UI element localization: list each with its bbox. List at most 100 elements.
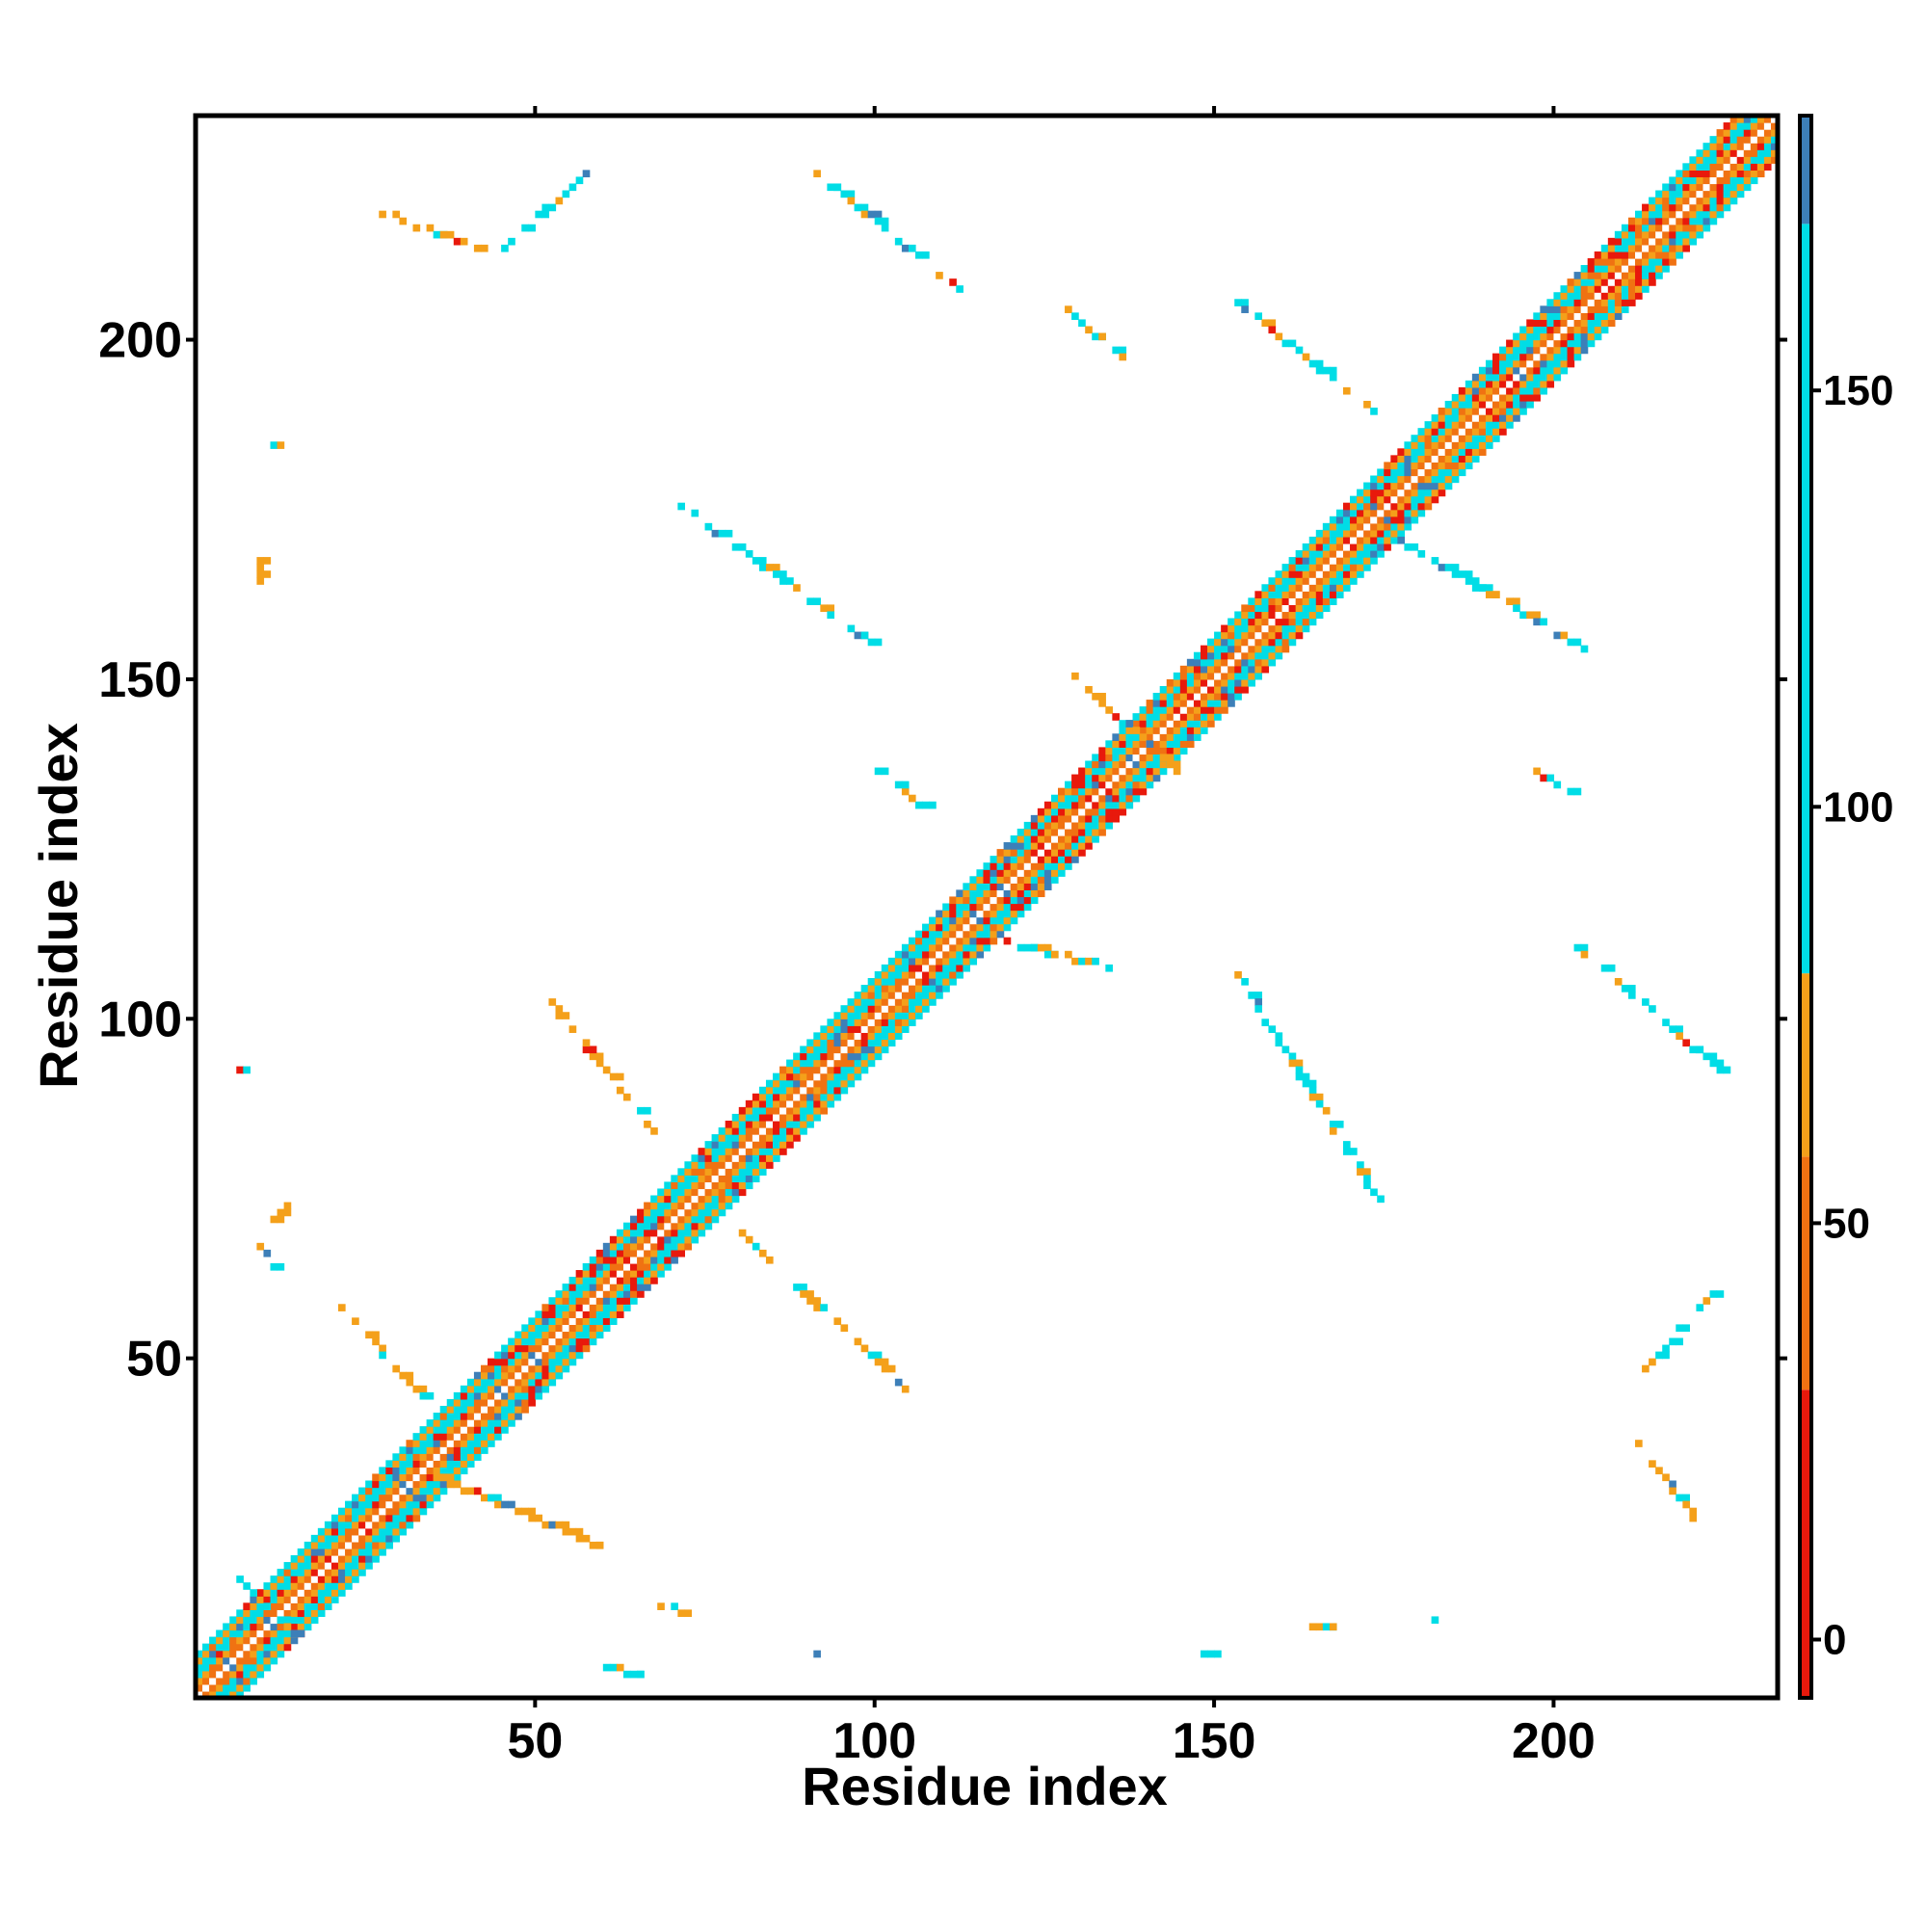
heatmap-cell bbox=[1703, 203, 1711, 212]
heatmap-cell bbox=[1553, 366, 1562, 375]
heatmap-cell bbox=[277, 1609, 285, 1618]
heatmap-cell bbox=[352, 1494, 359, 1502]
heatmap-cell bbox=[1166, 678, 1175, 687]
heatmap-cell bbox=[453, 1413, 462, 1420]
heatmap-cell bbox=[779, 1093, 787, 1101]
heatmap-cell bbox=[786, 1141, 794, 1149]
heatmap-cell bbox=[345, 1527, 353, 1536]
heatmap-cell bbox=[1166, 720, 1175, 728]
heatmap-cell bbox=[915, 992, 923, 999]
heatmap-cell bbox=[650, 1242, 658, 1251]
heatmap-cell bbox=[1166, 693, 1175, 701]
heatmap-cell bbox=[1119, 346, 1127, 355]
heatmap-cell bbox=[1241, 645, 1249, 653]
heatmap-cell bbox=[480, 1364, 488, 1373]
heatmap-cell bbox=[813, 1093, 821, 1101]
heatmap-cell bbox=[399, 1473, 408, 1482]
heatmap-cell bbox=[379, 1487, 386, 1495]
heatmap-cell bbox=[1478, 386, 1487, 395]
heatmap-cell bbox=[887, 957, 896, 966]
heatmap-cell bbox=[1662, 210, 1670, 219]
heatmap-cell bbox=[548, 1324, 557, 1333]
heatmap-cell bbox=[677, 1195, 685, 1204]
heatmap-cell bbox=[745, 1106, 753, 1115]
heatmap-cell bbox=[1567, 359, 1575, 368]
heatmap-cell bbox=[1071, 794, 1079, 803]
heatmap-cell bbox=[535, 1310, 543, 1318]
heatmap-cell bbox=[1295, 570, 1304, 578]
heatmap-cell bbox=[847, 1012, 856, 1019]
heatmap-cell bbox=[1010, 876, 1018, 884]
heatmap-cell bbox=[1085, 781, 1093, 789]
heatmap-cell bbox=[854, 1337, 862, 1346]
heatmap-cell bbox=[1288, 570, 1297, 578]
heatmap-cell bbox=[602, 1297, 611, 1305]
heatmap-cell bbox=[657, 1195, 665, 1204]
heatmap-cell bbox=[399, 1453, 408, 1461]
heatmap-cell bbox=[330, 1589, 339, 1597]
heatmap-cell bbox=[704, 1202, 713, 1210]
heatmap-cell bbox=[1037, 821, 1045, 830]
heatmap-cell bbox=[602, 1663, 611, 1672]
heatmap-cell bbox=[711, 1148, 720, 1155]
heatmap-cell bbox=[1662, 1019, 1670, 1026]
heatmap-cell bbox=[575, 1344, 584, 1353]
heatmap-cell bbox=[256, 1616, 265, 1625]
heatmap-cell bbox=[379, 1494, 386, 1502]
heatmap-cell bbox=[800, 1120, 807, 1128]
heatmap-cell bbox=[1092, 807, 1099, 816]
heatmap-cell bbox=[1200, 706, 1208, 714]
heatmap-cell bbox=[209, 1643, 217, 1652]
heatmap-cell bbox=[1540, 326, 1547, 334]
heatmap-cell bbox=[915, 1012, 923, 1019]
heatmap-cell bbox=[263, 570, 272, 578]
heatmap-cell bbox=[1444, 421, 1453, 429]
heatmap-cell bbox=[1037, 828, 1045, 836]
heatmap-cell bbox=[1465, 428, 1473, 436]
heatmap-cell bbox=[854, 1039, 862, 1047]
heatmap-cell bbox=[1179, 678, 1188, 687]
heatmap-cell bbox=[990, 903, 998, 912]
heatmap-cell bbox=[806, 1052, 814, 1061]
heatmap-cell bbox=[1676, 224, 1683, 232]
heatmap-cell bbox=[283, 1596, 292, 1603]
heatmap-cell bbox=[622, 1290, 631, 1298]
heatmap-cell bbox=[1152, 727, 1161, 734]
heatmap-cell bbox=[385, 1527, 393, 1536]
heatmap-cell bbox=[480, 1413, 488, 1420]
heatmap-cell bbox=[1241, 631, 1249, 640]
heatmap-cell bbox=[548, 1337, 557, 1346]
heatmap-cell bbox=[800, 1093, 807, 1101]
heatmap-cell bbox=[609, 1270, 618, 1278]
heatmap-cell bbox=[773, 1134, 780, 1142]
heatmap-cell bbox=[223, 1643, 230, 1652]
heatmap-cell bbox=[881, 970, 889, 979]
heatmap-cell bbox=[874, 1052, 883, 1061]
heatmap-cell bbox=[1471, 577, 1480, 585]
heatmap-cell bbox=[956, 930, 964, 939]
heatmap-cell bbox=[922, 977, 930, 986]
heatmap-cell bbox=[494, 1385, 502, 1393]
heatmap-cell bbox=[372, 1337, 380, 1346]
heatmap-cell bbox=[1050, 794, 1059, 803]
heatmap-cell bbox=[996, 883, 1005, 890]
heatmap-cell bbox=[1003, 842, 1012, 850]
heatmap-cell bbox=[1057, 828, 1066, 836]
heatmap-cell bbox=[894, 1012, 903, 1019]
heatmap-cell bbox=[637, 1270, 645, 1278]
heatmap-cell bbox=[1397, 482, 1406, 490]
heatmap-cell bbox=[1010, 856, 1018, 863]
heatmap-cell bbox=[1221, 645, 1228, 653]
heatmap-cell bbox=[860, 1019, 869, 1026]
heatmap-cell bbox=[521, 1337, 529, 1346]
heatmap-cell bbox=[1112, 794, 1121, 803]
heatmap-cell bbox=[277, 1629, 285, 1638]
heatmap-cell bbox=[929, 977, 937, 986]
heatmap-cell bbox=[1533, 386, 1541, 395]
heatmap-cell bbox=[453, 1460, 462, 1468]
heatmap-cell bbox=[698, 1175, 706, 1183]
heatmap-cell bbox=[1397, 522, 1406, 531]
heatmap-cell bbox=[657, 1215, 665, 1224]
heatmap-cell bbox=[1458, 468, 1466, 477]
heatmap-cell bbox=[602, 1317, 611, 1326]
